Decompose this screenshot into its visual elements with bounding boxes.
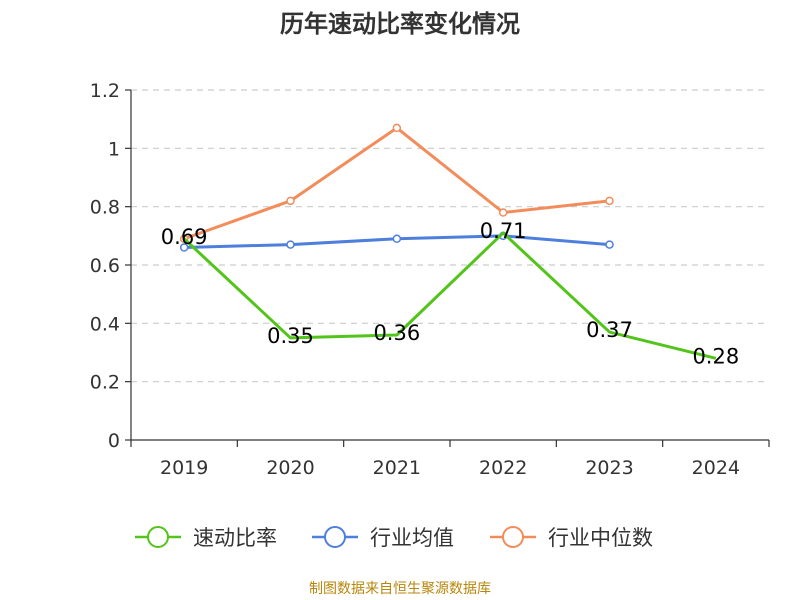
data-point: [179, 243, 189, 252]
data-label: 0.69: [161, 225, 208, 249]
legend-label: 速动比率: [193, 526, 277, 550]
data-point: [392, 234, 402, 243]
data-label: 0.36: [373, 321, 420, 345]
x-tick-label: 2021: [373, 457, 421, 479]
y-tick-label: 1.2: [90, 80, 120, 102]
data-labels: 0.69 0.35 0.36 0.71 0.37 0.28: [161, 219, 739, 368]
series-line-2: [183, 126, 610, 241]
legend-marker-icon: [147, 526, 169, 548]
y-tick-label: 0.6: [90, 255, 120, 277]
y-tick-label: 0.8: [90, 197, 120, 219]
legend-label: 行业中位数: [548, 526, 653, 550]
y-tick-label: 0.4: [90, 313, 120, 335]
series-lines: [179, 123, 717, 360]
y-tick-label: 0: [108, 430, 120, 452]
chart-title: 历年速动比率变化情况: [280, 10, 520, 38]
y-tick-label: 1: [108, 138, 120, 160]
data-point: [605, 196, 614, 206]
data-label: 0.28: [692, 344, 739, 368]
legend-marker-icon: [502, 526, 524, 548]
legend[interactable]: 速动比率 行业均值 行业中位数: [135, 526, 653, 550]
x-tick-label: 2019: [160, 457, 208, 479]
legend-item-1[interactable]: 行业均值: [312, 526, 454, 550]
y-tick-label: 0.2: [90, 372, 120, 394]
data-point: [286, 196, 295, 206]
axes: 0 0.2 0.4 0.6 0.8 1 1.2 2019 2020 2021 2022 2023 202…: [90, 80, 770, 479]
x-tick-label: 2022: [479, 457, 527, 479]
x-tick-label: 2024: [692, 457, 740, 479]
data-point: [498, 208, 508, 217]
data-point: [286, 240, 295, 249]
data-point: [605, 240, 614, 249]
legend-label: 行业均值: [370, 526, 454, 550]
x-tick-label: 2020: [266, 457, 314, 479]
series-line-0: [183, 231, 717, 360]
grid-lines: [131, 89, 769, 383]
data-label: 0.71: [480, 219, 527, 243]
legend-item-2[interactable]: 行业中位数: [490, 526, 653, 550]
data-label: 0.37: [586, 318, 633, 342]
data-point: [392, 123, 402, 133]
x-tick-label: 2023: [585, 457, 633, 479]
source-footer: 制图数据来自恒生聚源数据库: [309, 581, 491, 597]
data-label: 0.35: [267, 324, 314, 348]
legend-marker-icon: [324, 526, 346, 548]
legend-item-0[interactable]: 速动比率: [135, 526, 277, 550]
